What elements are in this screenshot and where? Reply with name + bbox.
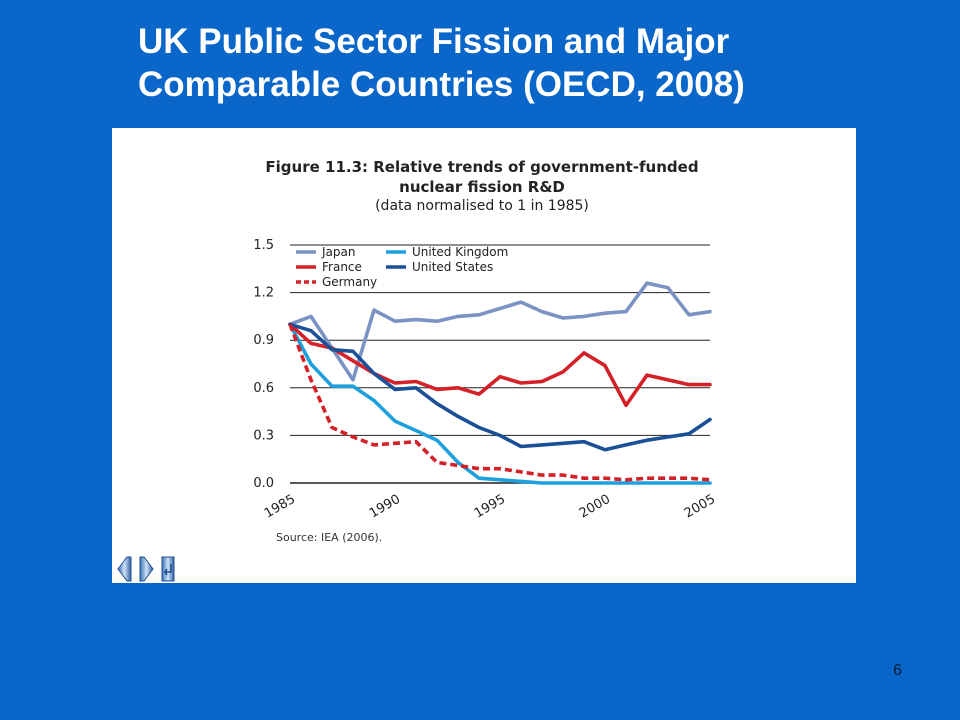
legend-label: Japan <box>321 245 355 259</box>
y-tick-label: 0.3 <box>253 428 274 443</box>
slide-title: UK Public Sector Fission and Major Compa… <box>138 20 938 106</box>
series-line-united-states <box>288 322 712 452</box>
slide-title-line-2: Comparable Countries (OECD, 2008) <box>138 65 745 104</box>
series-line-germany <box>288 323 711 482</box>
y-tick-label: 0.6 <box>253 381 274 396</box>
slide-title-line-1: UK Public Sector Fission and Major <box>138 22 730 61</box>
x-tick-label: 1990 <box>367 492 403 522</box>
figure-source: Source: IEA (2006). <box>276 531 383 544</box>
y-tick-label: 0.0 <box>253 476 274 491</box>
x-tick-label: 2005 <box>682 492 718 522</box>
series-line-united-kingdom <box>288 322 712 485</box>
series-line-france <box>288 322 712 408</box>
legend-label: United States <box>412 260 493 274</box>
legend-label: France <box>322 260 362 274</box>
y-tick-label: 0.9 <box>253 333 274 348</box>
y-tick-label: 1.2 <box>253 286 274 301</box>
figure-panel: Figure 11.3: Relative trends of governme… <box>112 128 856 583</box>
y-tick-label: 1.5 <box>253 238 274 253</box>
legend-label: United Kingdom <box>412 245 508 259</box>
x-tick-label: 2000 <box>577 492 613 522</box>
x-tick-label: 1985 <box>262 492 298 522</box>
x-tick-label: 1995 <box>472 492 508 522</box>
figure-subtitle: (data normalised to 1 in 1985) <box>375 198 589 214</box>
legend-label: Germany <box>322 275 377 289</box>
figure-title-line-2: nuclear fission R&D <box>399 178 565 196</box>
return-icon[interactable] <box>161 556 175 582</box>
previous-icon[interactable] <box>117 556 132 582</box>
figure-title-line-1: Figure 11.3: Relative trends of governme… <box>265 158 699 176</box>
next-icon[interactable] <box>139 556 154 582</box>
series-line-japan <box>288 281 712 382</box>
line-chart: 0.0 0.3 0.6 0.9 1.2 1.5 1985 1990 1995 2000 2005 Ja… <box>253 238 718 522</box>
navigation-buttons <box>117 556 175 582</box>
page-number: 6 <box>893 662 902 679</box>
